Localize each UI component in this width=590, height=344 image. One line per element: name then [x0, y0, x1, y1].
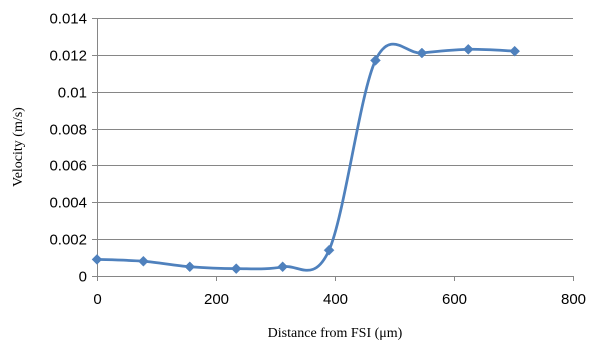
y-tick-label: 0.006 — [49, 158, 87, 175]
x-axis-title: Distance from FSI (μm) — [268, 326, 403, 341]
y-tick-label: 0 — [79, 269, 87, 286]
y-axis-title: Velocity (m/s) — [11, 107, 26, 187]
y-tick-label: 0.014 — [49, 11, 87, 28]
x-tick-label: 600 — [442, 291, 467, 308]
axes — [92, 18, 574, 281]
x-tick-label: 400 — [323, 291, 348, 308]
tick-labels: 0 0.002 0.004 0.006 0.008 0.01 0.012 0.014 0 200 4… — [49, 11, 586, 309]
data-point-marker — [184, 261, 196, 273]
y-tick-label: 0.008 — [49, 122, 87, 139]
y-tick-label: 0.01 — [58, 85, 87, 102]
y-tick-label: 0.004 — [49, 195, 87, 212]
y-tick-label: 0.012 — [49, 48, 87, 65]
data-point-marker — [277, 261, 288, 273]
data-point-marker — [509, 45, 521, 57]
data-point-marker — [230, 263, 242, 274]
y-tick-label: 0.002 — [49, 232, 87, 249]
data-point-marker — [91, 254, 103, 265]
x-tick-label: 200 — [204, 291, 229, 308]
data-point-marker — [138, 255, 149, 267]
data-point-marker — [323, 244, 335, 256]
data-point-marker — [370, 55, 381, 66]
x-tick-label: 0 — [93, 291, 101, 308]
data-point-marker — [416, 47, 428, 59]
series-line — [96, 42, 515, 272]
x-tick-label: 800 — [561, 291, 586, 308]
gridlines — [97, 18, 573, 240]
series-velocity — [91, 42, 521, 274]
data-point-marker — [462, 43, 474, 55]
